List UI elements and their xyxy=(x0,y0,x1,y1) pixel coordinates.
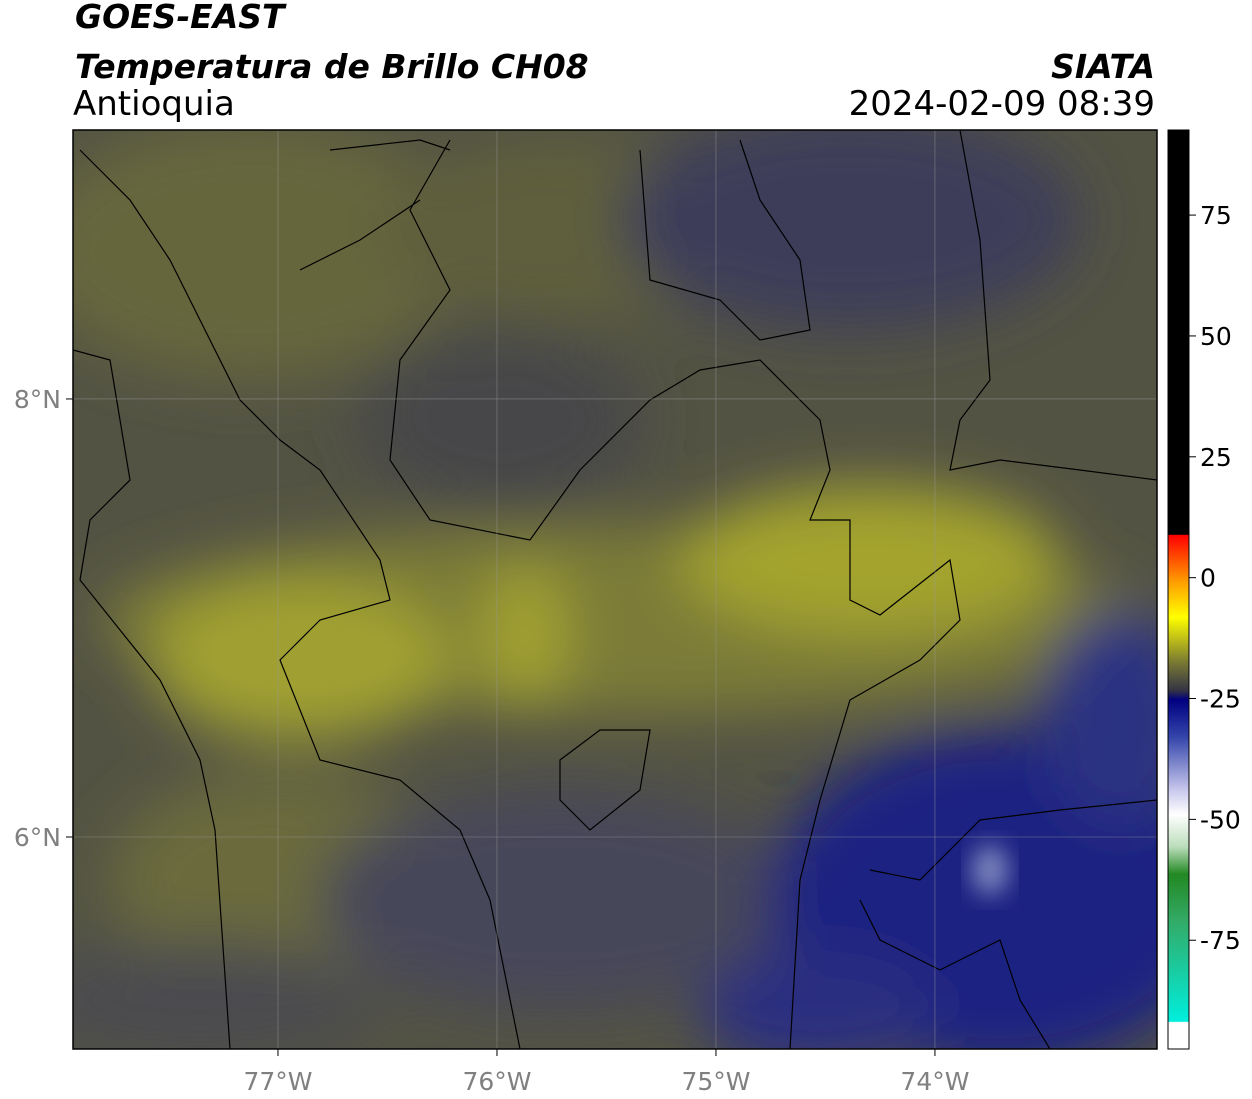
colorbar-tick-label: 50 xyxy=(1200,322,1232,351)
title: GOES-EAST xyxy=(75,0,287,36)
colorbar-tick-label: -75 xyxy=(1200,926,1241,955)
x-tick-label: 75°W xyxy=(681,1067,750,1096)
colorbar-tick-label: -50 xyxy=(1200,805,1241,834)
graticule: 77°W 76°W 75°W 74°W 6°N 8°N xyxy=(14,130,1157,1096)
region: Antioquia xyxy=(73,84,235,124)
y-tick-label: 6°N xyxy=(14,823,61,852)
map-frame xyxy=(72,129,1158,1050)
x-tick-label: 74°W xyxy=(900,1067,969,1096)
colorbar-tick-label: 75 xyxy=(1200,201,1232,230)
map-image xyxy=(73,130,1157,1049)
x-tick-label: 76°W xyxy=(462,1067,531,1096)
source: SIATA xyxy=(1051,47,1155,86)
y-tick-label: 8°N xyxy=(14,385,61,414)
colorbar-ticks: -75 -50 -25 0 25 50 75 xyxy=(1189,201,1241,955)
colorbar-tick-label: 25 xyxy=(1200,443,1232,472)
subtitle: Temperatura de Brillo CH08 xyxy=(75,47,589,86)
x-tick-label: 77°W xyxy=(243,1067,312,1096)
datetime: 2024-02-09 08:39 xyxy=(849,84,1155,124)
borders xyxy=(73,130,1157,1049)
colorbar-tick-label: -25 xyxy=(1200,685,1241,714)
colorbar-tick-label: 0 xyxy=(1200,564,1216,593)
colorbar xyxy=(1167,129,1190,1050)
